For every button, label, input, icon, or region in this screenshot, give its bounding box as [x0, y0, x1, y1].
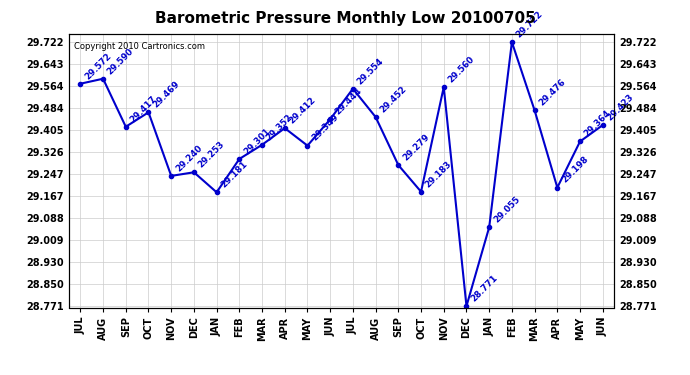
Text: 29.572: 29.572 — [83, 51, 113, 81]
Text: 29.722: 29.722 — [515, 9, 544, 39]
Text: Barometric Pressure Monthly Low 20100705: Barometric Pressure Monthly Low 20100705 — [155, 11, 535, 26]
Text: 29.279: 29.279 — [401, 132, 431, 162]
Text: 29.240: 29.240 — [174, 143, 204, 173]
Text: 29.183: 29.183 — [424, 159, 454, 189]
Text: 29.198: 29.198 — [560, 155, 590, 185]
Text: 29.590: 29.590 — [106, 46, 136, 76]
Text: 29.476: 29.476 — [538, 78, 567, 108]
Text: 29.181: 29.181 — [219, 159, 249, 189]
Text: 29.423: 29.423 — [606, 92, 635, 122]
Text: 29.352: 29.352 — [265, 112, 295, 142]
Text: 29.560: 29.560 — [446, 54, 476, 84]
Text: 29.253: 29.253 — [197, 140, 226, 170]
Text: 29.055: 29.055 — [492, 195, 522, 225]
Text: Copyright 2010 Cartronics.com: Copyright 2010 Cartronics.com — [75, 42, 206, 51]
Text: 28.771: 28.771 — [469, 273, 500, 303]
Text: 29.452: 29.452 — [378, 84, 408, 114]
Text: 29.412: 29.412 — [288, 95, 317, 125]
Text: 29.364: 29.364 — [583, 109, 613, 139]
Text: 29.444: 29.444 — [333, 86, 363, 117]
Text: 29.469: 29.469 — [151, 80, 181, 110]
Text: 29.349: 29.349 — [310, 113, 340, 143]
Text: 29.554: 29.554 — [355, 56, 386, 86]
Text: 29.417: 29.417 — [128, 94, 159, 124]
Text: 29.301: 29.301 — [242, 126, 272, 156]
